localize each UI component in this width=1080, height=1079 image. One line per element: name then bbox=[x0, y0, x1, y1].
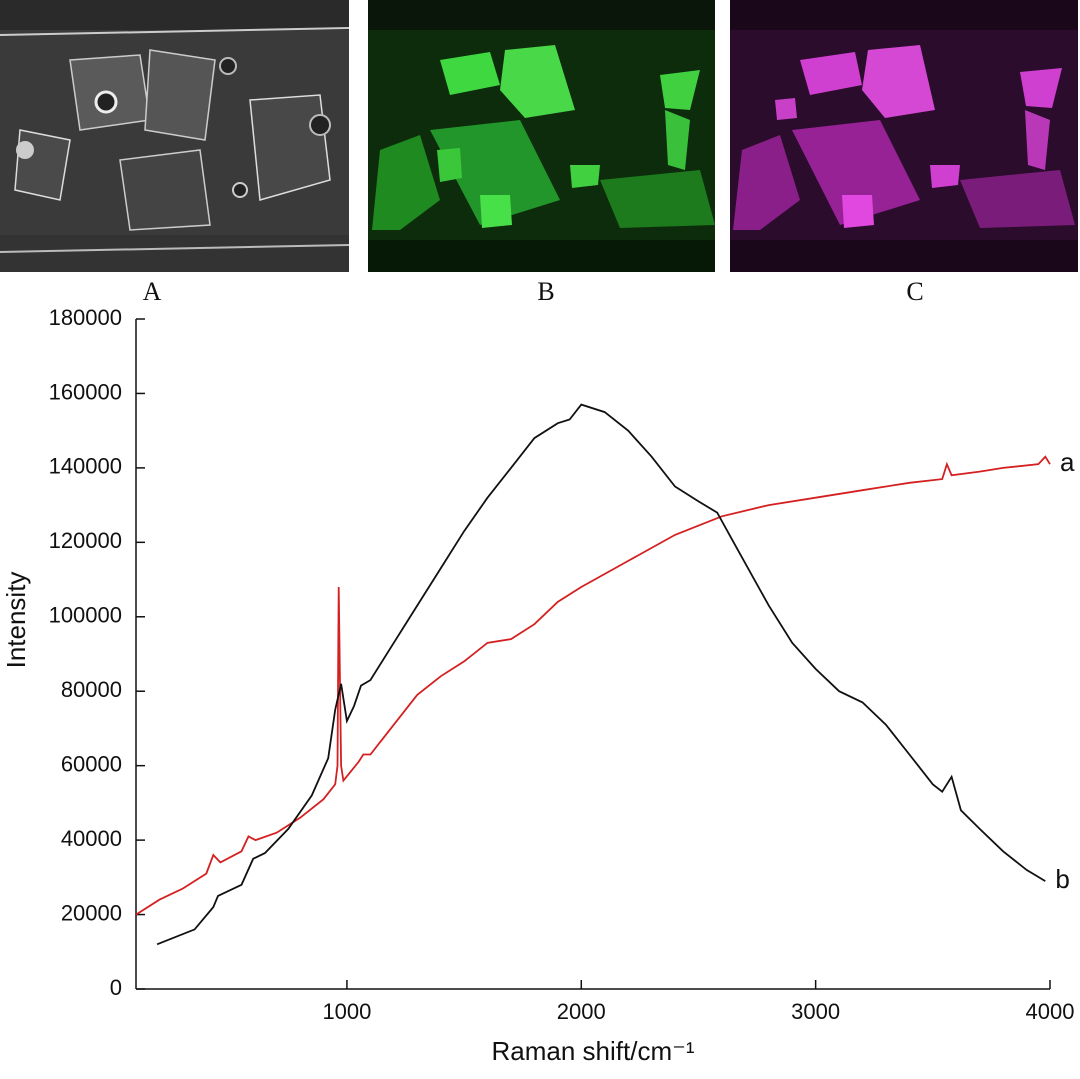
panel-label: B bbox=[537, 277, 554, 306]
series-label: b bbox=[1055, 864, 1069, 894]
y-tick-label: 140000 bbox=[49, 454, 122, 479]
y-tick-label: 100000 bbox=[49, 603, 122, 628]
x-tick-label: 2000 bbox=[557, 999, 606, 1024]
x-axis-title: Raman shift/cm⁻¹ bbox=[492, 1036, 695, 1066]
series-line bbox=[135, 455, 1051, 916]
y-tick-label: 20000 bbox=[61, 900, 122, 925]
y-axis-title: Intensity bbox=[1, 572, 31, 669]
y-tick-label: 40000 bbox=[61, 826, 122, 851]
x-tick-label: 4000 bbox=[1026, 999, 1075, 1024]
x-tick-label: 1000 bbox=[322, 999, 371, 1024]
series-line bbox=[156, 403, 1046, 946]
y-tick-label: 160000 bbox=[49, 379, 122, 404]
panel-b-image bbox=[368, 0, 715, 272]
panel-a-image bbox=[0, 0, 350, 272]
panel-label: C bbox=[906, 277, 923, 306]
y-tick-label: 60000 bbox=[61, 751, 122, 776]
y-tick-label: 80000 bbox=[61, 677, 122, 702]
panel-c-image bbox=[730, 0, 1078, 272]
series-label: a bbox=[1060, 447, 1075, 477]
y-tick-label: 0 bbox=[110, 975, 122, 1000]
y-tick-label: 180000 bbox=[49, 305, 122, 330]
y-tick-label: 120000 bbox=[49, 528, 122, 553]
panel-label: A bbox=[143, 277, 162, 306]
x-tick-label: 3000 bbox=[791, 999, 840, 1024]
